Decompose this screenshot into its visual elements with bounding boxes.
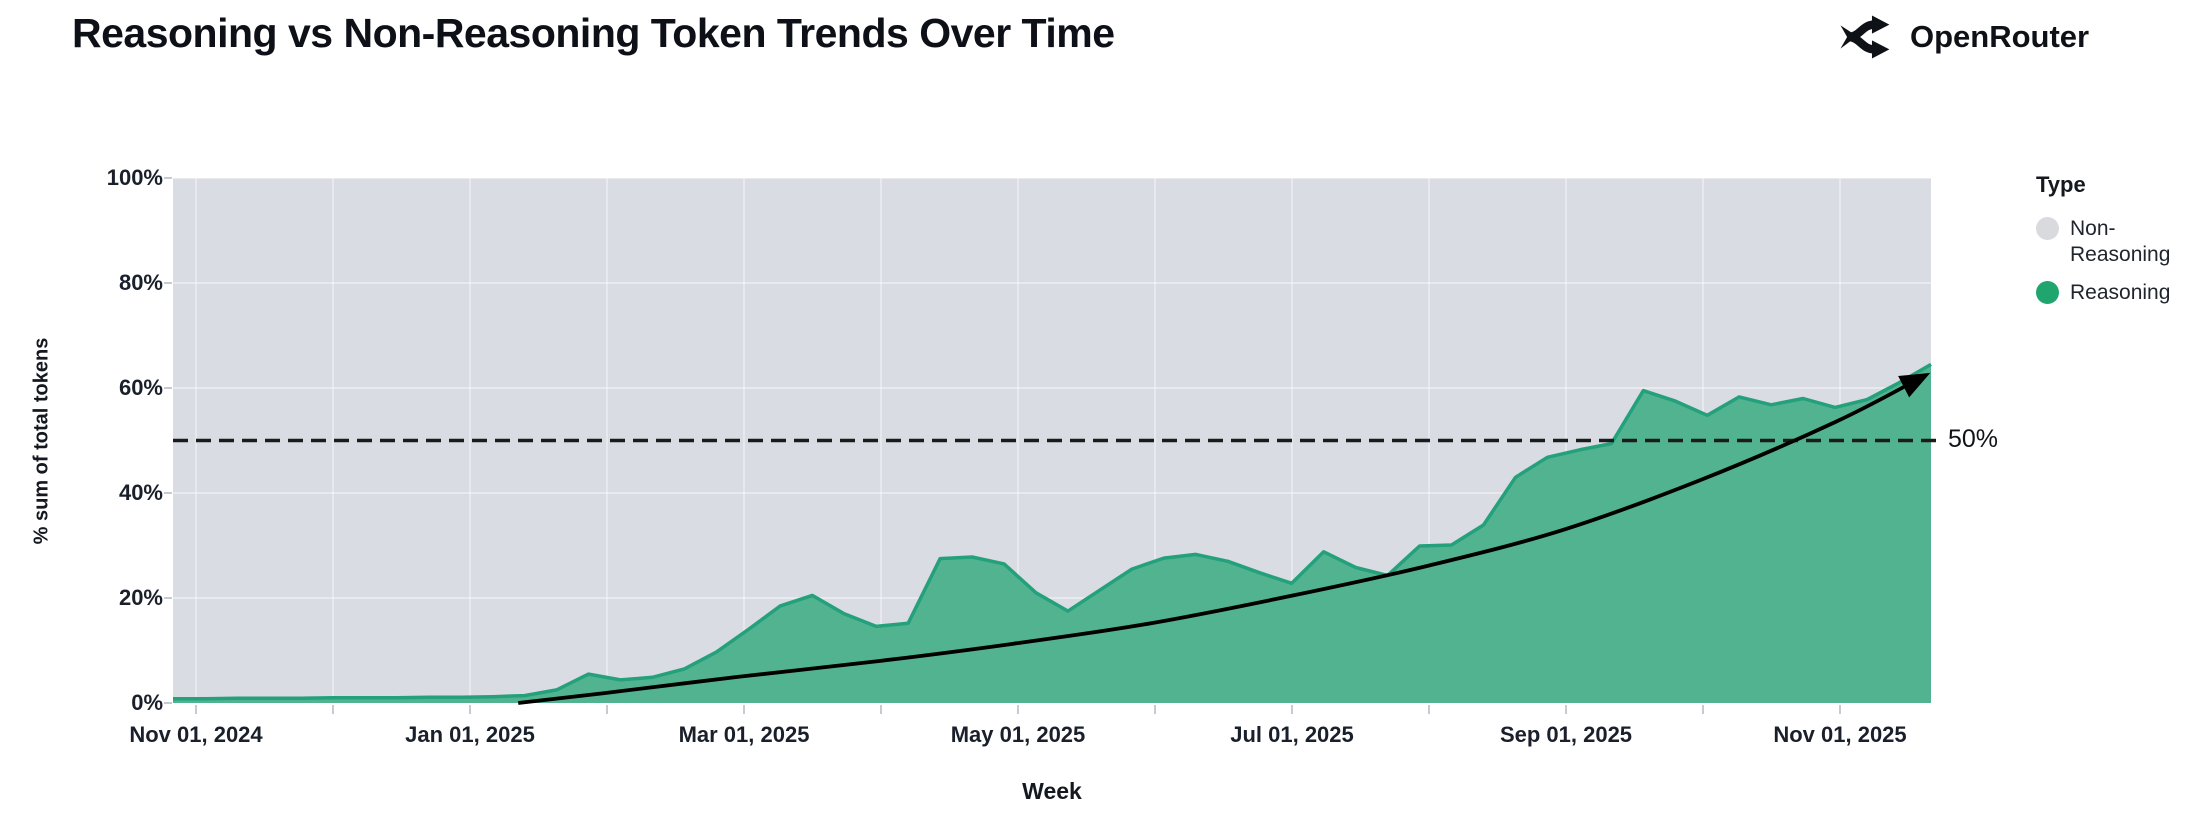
x-axis-label: Jan 01, 2025 xyxy=(405,722,535,747)
x-axis-title: Week xyxy=(1022,778,1082,804)
x-axis-label: Sep 01, 2025 xyxy=(1499,722,1633,747)
brand-name: OpenRouter xyxy=(1910,19,2090,54)
non-reasoning-dot-icon xyxy=(2036,217,2059,240)
x-axis-label: Jul 01, 2025 xyxy=(1230,722,1354,747)
legend-item-label: Reasoning xyxy=(2070,281,2171,304)
fifty-percent-annotation: 50% xyxy=(1948,424,1999,453)
y-axis-label: 40% xyxy=(118,480,163,505)
page-title: Reasoning vs Non-Reasoning Token Trends … xyxy=(72,10,1115,56)
y-axis-label: 0% xyxy=(131,690,163,715)
brand: OpenRouter xyxy=(1838,8,2089,66)
legend-title: Type xyxy=(2036,172,2086,197)
y-axis-label: 80% xyxy=(118,270,163,295)
legend-item-non-reasoning[interactable]: Non-Reasoning xyxy=(2036,216,2200,268)
x-axis-label: Nov 01, 2025 xyxy=(1773,722,1907,747)
reasoning-dot-icon xyxy=(2036,281,2059,304)
y-axis-title: % sum of total tokens xyxy=(30,337,53,545)
reasoning-area xyxy=(173,364,1931,703)
x-axis-label: Nov 01, 2024 xyxy=(129,722,263,747)
x-axis-label: May 01, 2025 xyxy=(950,722,1086,747)
legend: Type Non-Reasoning Reasoning xyxy=(2036,172,2200,318)
y-axis-label: 20% xyxy=(118,585,163,610)
y-axis-label: 100% xyxy=(106,165,163,190)
legend-item-reasoning[interactable]: Reasoning xyxy=(2036,280,2200,306)
reasoning-area-edge xyxy=(173,362,1932,701)
openrouter-logo-icon xyxy=(1840,15,1890,59)
x-axis-label: Mar 01, 2025 xyxy=(678,722,810,747)
trend-arrow-line xyxy=(517,375,1923,705)
legend-item-label: Non-Reasoning xyxy=(2070,217,2171,266)
trend-arrowhead-icon xyxy=(1898,372,1931,398)
y-axis-label: 60% xyxy=(118,375,163,400)
